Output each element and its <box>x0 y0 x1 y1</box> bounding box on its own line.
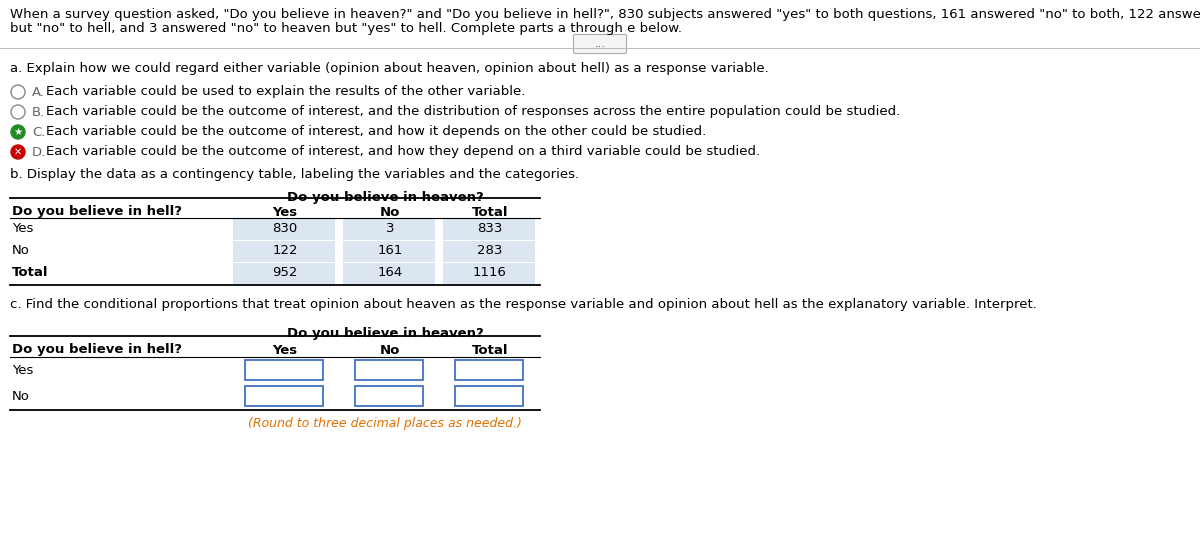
Text: Total: Total <box>472 205 509 218</box>
Text: Each variable could be the outcome of interest, and how they depend on a third v: Each variable could be the outcome of in… <box>46 146 760 158</box>
Text: No: No <box>380 343 400 356</box>
Text: No: No <box>12 245 30 258</box>
FancyBboxPatch shape <box>443 219 535 240</box>
FancyBboxPatch shape <box>233 263 335 284</box>
Text: 833: 833 <box>478 223 503 236</box>
Text: Each variable could be the outcome of interest, and the distribution of response: Each variable could be the outcome of in… <box>46 106 900 119</box>
Text: 830: 830 <box>272 223 298 236</box>
FancyBboxPatch shape <box>245 360 323 380</box>
FancyBboxPatch shape <box>343 219 436 240</box>
Text: D.: D. <box>32 146 47 158</box>
FancyBboxPatch shape <box>443 263 535 284</box>
Text: ...: ... <box>594 39 606 49</box>
Text: B.: B. <box>32 106 46 119</box>
Text: Yes: Yes <box>272 205 298 218</box>
FancyBboxPatch shape <box>233 219 335 240</box>
FancyBboxPatch shape <box>455 386 523 406</box>
Text: C.: C. <box>32 126 46 139</box>
Text: b. Display the data as a contingency table, labeling the variables and the categ: b. Display the data as a contingency tab… <box>10 168 580 181</box>
Text: No: No <box>380 205 400 218</box>
FancyBboxPatch shape <box>455 360 523 380</box>
Text: Total: Total <box>472 343 509 356</box>
Text: (Round to three decimal places as needed.): (Round to three decimal places as needed… <box>248 418 522 431</box>
FancyBboxPatch shape <box>355 386 424 406</box>
Circle shape <box>11 85 25 99</box>
Text: c. Find the conditional proportions that treat opinion about heaven as the respo: c. Find the conditional proportions that… <box>10 298 1037 311</box>
Circle shape <box>11 125 25 139</box>
Text: 164: 164 <box>377 266 403 280</box>
Text: Yes: Yes <box>272 343 298 356</box>
Text: Yes: Yes <box>12 363 34 377</box>
Text: 283: 283 <box>478 245 503 258</box>
Text: ★: ★ <box>13 127 23 137</box>
Text: Do you believe in heaven?: Do you believe in heaven? <box>287 190 484 204</box>
FancyBboxPatch shape <box>343 241 436 262</box>
Text: 122: 122 <box>272 245 298 258</box>
Text: A.: A. <box>32 86 46 99</box>
Text: Total: Total <box>12 266 48 280</box>
Text: Yes: Yes <box>12 223 34 236</box>
Text: 1116: 1116 <box>473 266 506 280</box>
Circle shape <box>11 145 25 159</box>
Text: Each variable could be used to explain the results of the other variable.: Each variable could be used to explain t… <box>46 86 526 99</box>
Text: No: No <box>12 390 30 403</box>
FancyBboxPatch shape <box>233 241 335 262</box>
Text: a. Explain how we could regard either variable (opinion about heaven, opinion ab: a. Explain how we could regard either va… <box>10 62 769 75</box>
FancyBboxPatch shape <box>343 263 436 284</box>
FancyBboxPatch shape <box>574 34 626 53</box>
Text: Each variable could be the outcome of interest, and how it depends on the other : Each variable could be the outcome of in… <box>46 126 707 139</box>
FancyBboxPatch shape <box>443 241 535 262</box>
Text: but "no" to hell, and 3 answered "no" to heaven but "yes" to hell. Complete part: but "no" to hell, and 3 answered "no" to… <box>10 22 682 35</box>
Text: ✕: ✕ <box>14 147 22 157</box>
Text: Do you believe in hell?: Do you believe in hell? <box>12 343 182 356</box>
Text: Do you believe in hell?: Do you believe in hell? <box>12 205 182 218</box>
Text: Do you believe in heaven?: Do you believe in heaven? <box>287 328 484 341</box>
Text: 161: 161 <box>377 245 403 258</box>
Text: When a survey question asked, "Do you believe in heaven?" and "Do you believe in: When a survey question asked, "Do you be… <box>10 8 1200 21</box>
Text: 952: 952 <box>272 266 298 280</box>
Circle shape <box>11 105 25 119</box>
Text: 3: 3 <box>385 223 395 236</box>
FancyBboxPatch shape <box>245 386 323 406</box>
FancyBboxPatch shape <box>355 360 424 380</box>
